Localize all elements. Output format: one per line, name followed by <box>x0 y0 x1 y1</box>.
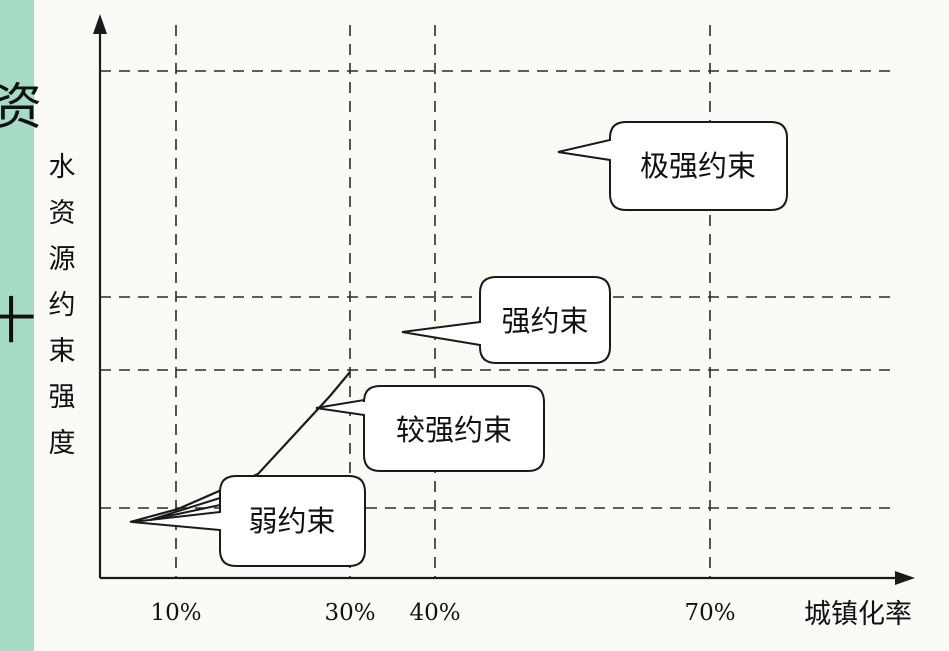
label-weak: 弱约束 <box>248 504 335 538</box>
y-axis-title-char: 源 <box>49 244 76 275</box>
bubble-strong <box>401 276 611 364</box>
bubble-weak-pointer-extra <box>149 497 221 521</box>
y-axis-title-char: 约 <box>49 290 76 321</box>
y-axis-title-char: 度 <box>49 428 76 459</box>
x-tick-70: 70% <box>684 600 735 626</box>
y-axis-title-char: 强 <box>49 382 76 413</box>
bubble-weak <box>131 475 366 567</box>
x-tick-30: 30% <box>324 600 375 626</box>
label-fairly-strong: 较强约束 <box>396 413 512 447</box>
y-axis-title-char: 资 <box>49 198 76 229</box>
edge-glyph-middle: 十 <box>0 292 36 350</box>
y-axis-arrow <box>93 14 107 34</box>
label-extreme: 极强约束 <box>640 149 756 183</box>
y-axis-title: 水 资 源 约 束 强 度 <box>49 152 76 459</box>
y-axis-title-char: 水 <box>49 152 76 183</box>
x-tick-40: 40% <box>409 600 460 626</box>
y-axis-title-char: 束 <box>49 336 76 367</box>
edge-glyph-top: 资 <box>0 78 42 136</box>
x-axis-title: 城镇化率 <box>804 599 912 630</box>
bubble-fairly-strong <box>315 385 545 472</box>
x-tick-10: 10% <box>150 600 201 626</box>
bubble-extreme <box>557 121 788 211</box>
label-strong: 强约束 <box>501 304 588 338</box>
x-axis-arrow <box>895 571 915 585</box>
constraint-curve <box>129 371 351 524</box>
